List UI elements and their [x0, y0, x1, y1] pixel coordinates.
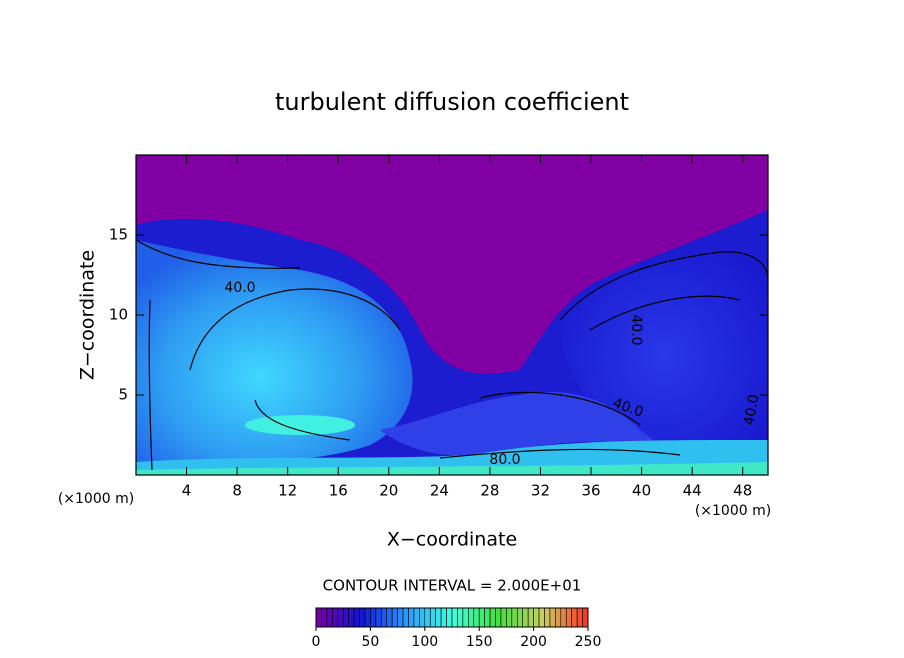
colorbar-tick-label: 0: [312, 634, 321, 650]
colorbar-swatch: [370, 607, 377, 628]
colorbar-tick-label: 250: [575, 634, 602, 650]
y-axis-label: Z−coordinate: [77, 250, 99, 380]
colorbar-swatch: [321, 607, 328, 628]
colorbar-swatch: [473, 607, 480, 628]
colorbar-swatch: [511, 607, 518, 628]
colorbar-swatch: [402, 607, 409, 628]
colorbar-swatch: [315, 607, 322, 628]
x-tick-label: 48: [733, 482, 752, 500]
colorbar-tick-label: 150: [466, 634, 493, 650]
contour-interval: CONTOUR INTERVAL = 2.000E+01: [323, 577, 582, 595]
colorbar-swatch: [342, 607, 349, 628]
colorbar-frame: [315, 607, 589, 628]
colorbar-swatch: [337, 607, 344, 628]
colorbar-swatch: [375, 607, 382, 628]
colorbar-swatch: [565, 607, 572, 628]
contour-label: 40.0: [628, 314, 644, 345]
colorbar-swatch: [538, 607, 545, 628]
colorbar-swatch: [419, 607, 426, 628]
colorbar-swatch: [516, 607, 524, 628]
x-tick-label: 32: [531, 482, 550, 500]
field: [136, 155, 768, 475]
colorbar-swatch: [478, 607, 485, 628]
colorbar-swatch: [582, 607, 589, 628]
colorbar-swatch: [544, 607, 551, 628]
colorbar-swatch: [429, 607, 436, 628]
colorbar-swatch: [451, 607, 458, 628]
colorbar-swatch: [364, 607, 371, 628]
y-tick-label: 10: [109, 306, 128, 324]
colorbar-swatch: [500, 607, 507, 628]
colorbar-swatch: [435, 607, 442, 628]
colorbar-swatch: [560, 607, 567, 628]
x-tick-label: 12: [278, 482, 297, 500]
x-tick-label: 20: [379, 482, 398, 500]
colorbar-swatch: [353, 607, 360, 628]
colorbar-swatch: [495, 607, 502, 628]
x-tick-label: 4: [182, 482, 192, 500]
x-tick-label: 44: [683, 482, 702, 500]
colorbar-swatch: [413, 607, 420, 628]
x-tick-label: 36: [581, 482, 600, 500]
contour-label: 80.0: [489, 452, 520, 468]
colorbar-swatch: [468, 607, 475, 628]
colorbar-tick-label: 100: [411, 634, 438, 650]
colorbar-swatch: [533, 607, 540, 628]
y-tick-label: 5: [118, 386, 128, 404]
y-tick-label: 15: [109, 226, 128, 244]
y-unit-label: (×1000 m): [58, 491, 134, 507]
colorbar-swatch: [380, 607, 388, 628]
contour-label: 40.0: [741, 393, 762, 426]
colorbar-tick-label: 50: [361, 634, 379, 650]
x-tick-label: 28: [480, 482, 499, 500]
contour-label: 40.0: [224, 280, 255, 296]
colorbar-swatch: [549, 607, 556, 628]
colorbar-swatch: [397, 607, 404, 628]
colorbar-swatch: [527, 607, 534, 628]
colorbar-swatch: [489, 607, 496, 628]
colorbar-tick-label: 200: [520, 634, 547, 650]
x-tick-label: 40: [632, 482, 651, 500]
colorbar-swatch: [555, 607, 562, 628]
colorbar-swatch: [440, 607, 447, 628]
colorbar-swatch: [348, 607, 355, 628]
x-axis-label: X−coordinate: [387, 529, 517, 551]
colorbar-swatch: [446, 607, 453, 628]
colorbar-swatch: [332, 607, 339, 628]
chart-title: turbulent diffusion coefficient: [275, 88, 629, 116]
colorbar-swatch: [424, 607, 431, 628]
colorbar-swatch: [571, 607, 578, 628]
x-tick-label: 16: [329, 482, 348, 500]
colorbar-swatch: [522, 607, 529, 628]
colorbar-swatch: [391, 607, 398, 628]
colorbar-swatch: [457, 607, 464, 628]
colorbar-swatch: [462, 607, 469, 628]
colorbar-swatch: [326, 607, 333, 628]
colorbar-swatch: [359, 607, 366, 628]
colorbar-swatch: [506, 607, 513, 628]
colorbar-swatch: [576, 607, 583, 628]
x-tick-label: 8: [232, 482, 242, 500]
x-unit-label: (×1000 m): [695, 503, 771, 519]
x-tick-label: 24: [430, 482, 449, 500]
colorbar-swatch: [484, 607, 491, 628]
colorbar-swatch: [408, 607, 415, 628]
colorbar-swatch: [386, 607, 393, 628]
